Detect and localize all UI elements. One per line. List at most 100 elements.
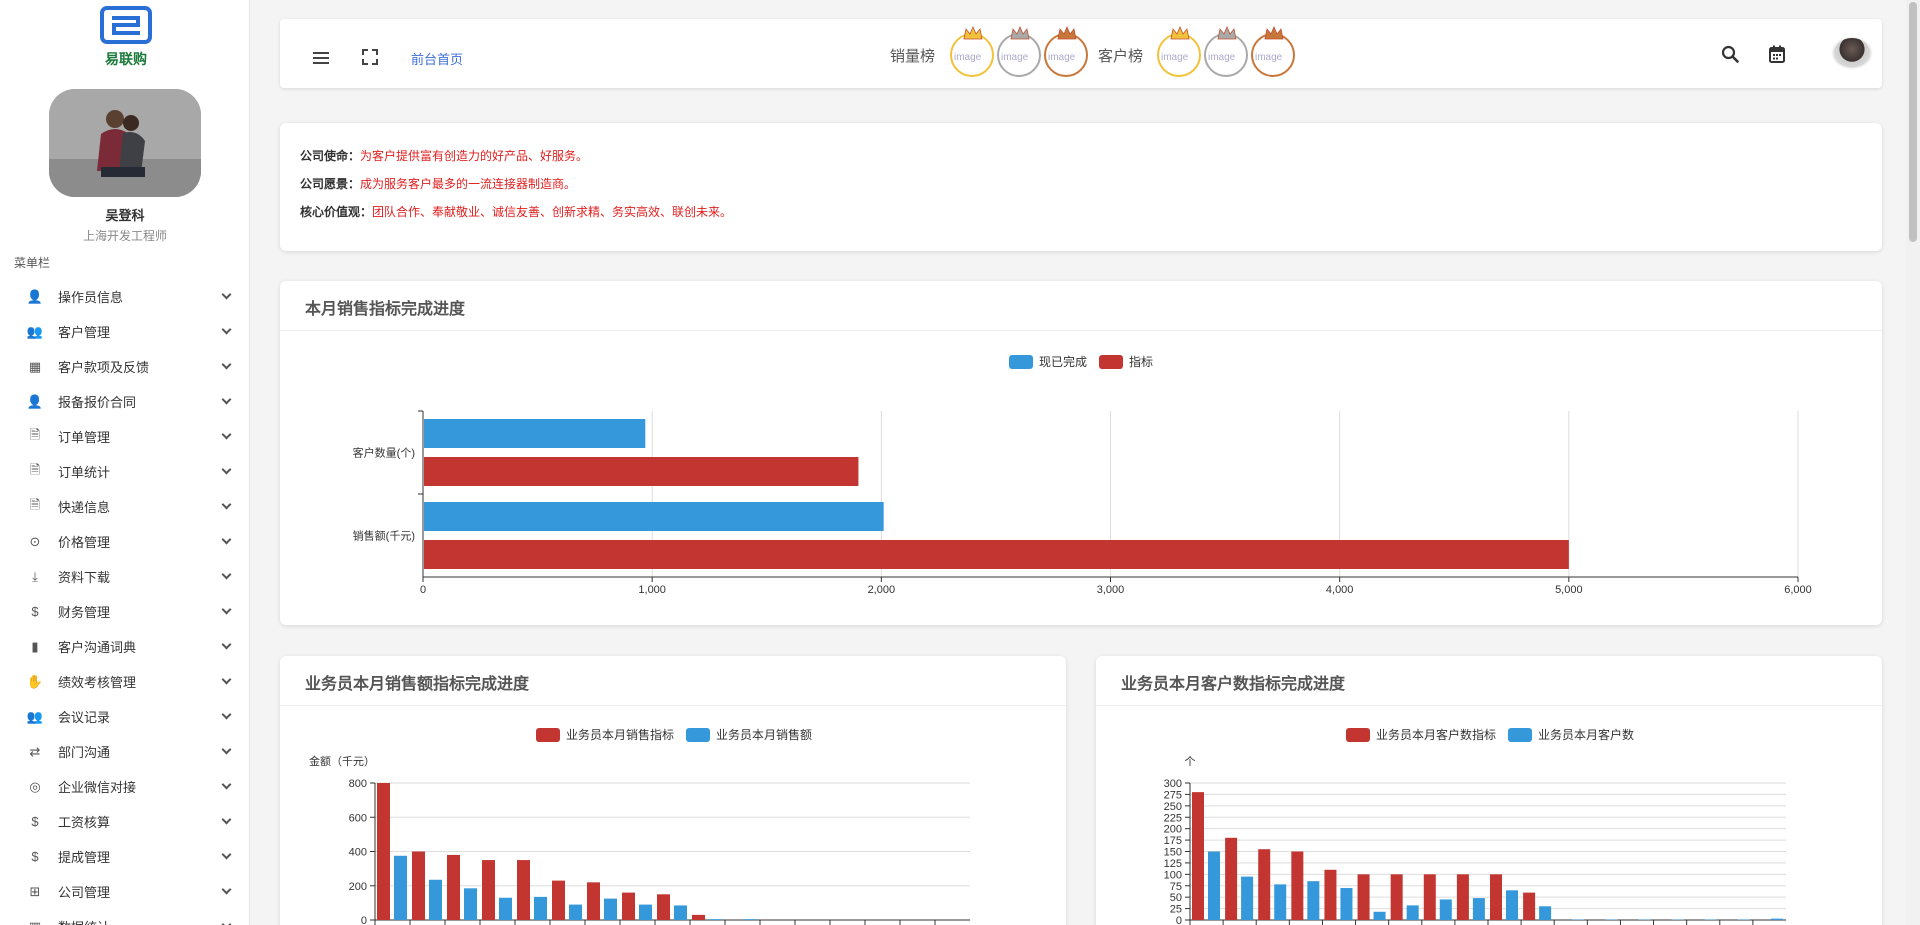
rank-medal[interactable]: image	[1044, 26, 1088, 77]
bar	[1439, 899, 1452, 920]
wechat-icon: ◎	[29, 778, 41, 794]
broken-image-alt: image	[1048, 52, 1076, 63]
chevron-down-icon	[221, 534, 232, 545]
sidebar-item[interactable]: ⊙ 价格管理	[0, 524, 249, 559]
bar	[1208, 851, 1220, 920]
y-tick-label: 0	[361, 915, 367, 925]
x-tick-label: 4,000	[1326, 584, 1354, 596]
sidebar-item[interactable]: $ 提成管理	[0, 839, 249, 874]
sidebar-item[interactable]: 👥 客户管理	[0, 314, 249, 349]
sidebar-menu: 👤 操作员信息 👥 客户管理 ▦ 客户款项及反馈 👤 报备报价合同 🗎 订单管理 🗎 订单统计 🗎 快递信…	[0, 279, 249, 925]
sidebar-item[interactable]: ⇄ 部门沟通	[0, 734, 249, 769]
table-icon: ▦	[28, 358, 42, 374]
legend-item[interactable]: 指标	[1099, 353, 1153, 370]
chart-legend: 现已完成 指标	[1009, 353, 1165, 370]
search-icon[interactable]	[1721, 45, 1739, 63]
crown-icon	[1010, 26, 1030, 40]
vision-label: 公司愿景：	[300, 177, 361, 191]
chevron-down-icon	[221, 709, 232, 720]
bar	[744, 919, 757, 920]
broken-image-alt: image	[1161, 52, 1189, 63]
user-edit-icon: 👤	[26, 288, 44, 304]
sidebar-item[interactable]: 🗎 订单统计	[0, 454, 249, 489]
user-avatar[interactable]	[1834, 38, 1870, 66]
crown-icon	[1264, 26, 1284, 40]
sidebar-item[interactable]: ◎ 企业微信对接	[0, 769, 249, 804]
sidebar-item-label: 公司管理	[58, 885, 111, 900]
avatar[interactable]	[49, 89, 201, 197]
bar	[1423, 874, 1436, 920]
bar	[1472, 898, 1485, 920]
sidebar-item[interactable]: 👤 报备报价合同	[0, 384, 249, 419]
chevron-down-icon	[221, 884, 232, 895]
bar	[709, 919, 722, 920]
y-tick-label: 200	[349, 881, 367, 893]
bar	[394, 855, 407, 920]
bar	[604, 898, 617, 920]
rank-medal[interactable]: image	[1157, 26, 1201, 77]
bar	[534, 896, 547, 920]
sidebar-item[interactable]: ✋ 绩效考核管理	[0, 664, 249, 699]
sidebar-item[interactable]: 👥 会议记录	[0, 699, 249, 734]
sidebar-item[interactable]: ⊞ 公司管理	[0, 874, 249, 909]
sidebar-item[interactable]: ▦ 客户款项及反馈	[0, 349, 249, 384]
chevron-down-icon	[221, 604, 232, 615]
home-link[interactable]: 前台首页	[411, 52, 464, 67]
sidebar-item[interactable]: 🗎 快递信息	[0, 489, 249, 524]
sales-by-rep-card: 业务员本月销售额指标完成进度 业务员本月销售指标 业务员本月销售额 金额（千元）…	[280, 656, 1066, 925]
bar	[1523, 892, 1536, 920]
bar	[1192, 792, 1204, 920]
chart-legend: 业务员本月客户数指标 业务员本月客户数	[1346, 726, 1646, 743]
rank-medal[interactable]: image	[1204, 26, 1248, 77]
y-tick-label: 25	[1170, 904, 1182, 916]
sidebar-item[interactable]: $ 财务管理	[0, 594, 249, 629]
bar	[1340, 888, 1353, 920]
file-icon: 🗎	[29, 426, 41, 442]
legend-item[interactable]: 业务员本月销售额	[686, 726, 812, 743]
y-tick-label: 200	[1164, 824, 1182, 836]
bar	[657, 894, 670, 920]
bar	[517, 860, 530, 920]
mission-card: 公司使命：为客户提供富有创造力的好产品、好服务。 公司愿景：成为服务客户最多的一…	[280, 123, 1882, 251]
mission-line: 公司使命：为客户提供富有创造力的好产品、好服务。	[300, 147, 588, 164]
chevron-down-icon	[221, 919, 232, 925]
sidebar-item[interactable]: ▥ 数据统计	[0, 909, 249, 925]
sidebar-item[interactable]: 👤 操作员信息	[0, 279, 249, 314]
chevron-down-icon	[221, 359, 232, 370]
page-scrollbar[interactable]	[1906, 0, 1920, 925]
legend-item[interactable]: 业务员本月客户数	[1508, 726, 1634, 743]
bar	[424, 540, 1569, 569]
fullscreen-icon[interactable]	[362, 49, 378, 65]
legend-item[interactable]: 现已完成	[1009, 353, 1087, 370]
bar	[587, 882, 600, 920]
y-tick-label: 0	[1176, 915, 1182, 925]
scrollbar-thumb[interactable]	[1909, 2, 1917, 242]
y-tick-label: 150	[1164, 847, 1182, 859]
legend-item[interactable]: 业务员本月客户数指标	[1346, 726, 1496, 743]
brand-logo[interactable]: 易联购	[98, 6, 154, 68]
rank-medal[interactable]: image	[950, 26, 994, 77]
avatar-photo	[49, 89, 201, 197]
rank-medal[interactable]: image	[1251, 26, 1295, 77]
rank-medal[interactable]: image	[997, 26, 1041, 77]
sidebar-item[interactable]: 🗎 订单管理	[0, 419, 249, 454]
bar	[1307, 881, 1320, 920]
sidebar-item[interactable]: $ 工资核算	[0, 804, 249, 839]
dollar-icon: $	[31, 849, 39, 864]
exchange-icon: ⇄	[29, 743, 41, 759]
bar	[429, 879, 442, 920]
menu-toggle-icon[interactable]	[313, 52, 329, 64]
y-tick-label: 275	[1164, 789, 1182, 801]
logo-text: 易联购	[105, 51, 147, 67]
sidebar-item-label: 企业微信对接	[58, 780, 137, 795]
sidebar-item[interactable]: ▮ 客户沟通词典	[0, 629, 249, 664]
sidebar-item[interactable]: ⤓ 资料下载	[0, 559, 249, 594]
legend-item[interactable]: 业务员本月销售指标	[536, 726, 674, 743]
vision-line: 公司愿景：成为服务客户最多的一流连接器制造商。	[300, 175, 576, 192]
sidebar-item-label: 操作员信息	[58, 290, 124, 305]
calendar-icon[interactable]	[1769, 45, 1785, 63]
crown-icon	[1057, 26, 1077, 40]
x-tick-label: 0	[420, 584, 426, 596]
bar	[1324, 869, 1337, 920]
